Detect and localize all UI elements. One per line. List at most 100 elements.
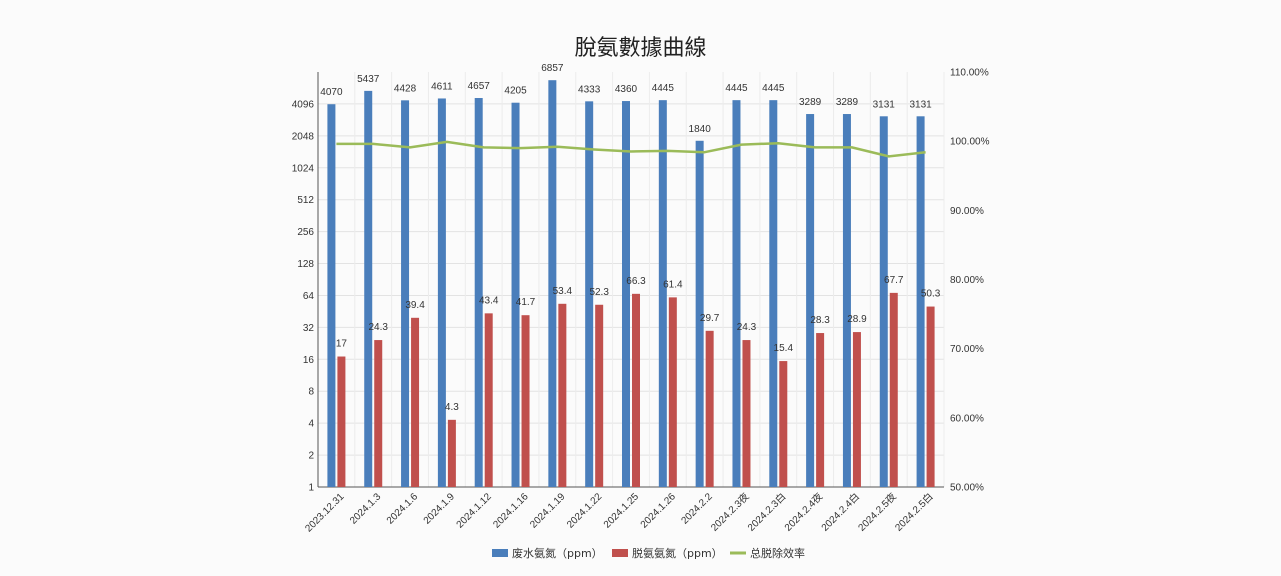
- x-tick-label: 2024.2.4白: [818, 490, 862, 534]
- bar-series-1: [401, 100, 410, 487]
- x-tick-label: 2024.1.9: [422, 491, 458, 527]
- data-label-series-1: 4445: [725, 83, 748, 94]
- data-label-series-2: 67.7: [884, 275, 904, 286]
- data-label-series-1: 4445: [652, 83, 675, 94]
- data-label-series-1: 4360: [615, 84, 638, 95]
- data-label-series-2: 29.7: [700, 313, 720, 324]
- bar-series-2: [411, 317, 420, 487]
- data-label-series-1: 4445: [762, 83, 785, 94]
- y-right-tick-label: 100.00%: [950, 137, 990, 148]
- data-label-series-2: 66.3: [626, 276, 646, 287]
- data-label-series-1: 4070: [320, 87, 343, 98]
- data-label-series-1: 3131: [909, 99, 932, 110]
- x-tick-label: 2024.1.6: [385, 491, 421, 527]
- y-right-tick-label: 70.00%: [950, 344, 984, 355]
- bar-series-2: [521, 315, 530, 487]
- bar-series-2: [374, 340, 383, 487]
- y-left-tick-label: 4096: [292, 99, 315, 110]
- x-tick-label: 2024.2.2: [679, 491, 715, 527]
- bar-series-1: [879, 116, 888, 488]
- bar-series-1: [658, 100, 667, 487]
- x-tick-label: 2024.2.5夜: [855, 490, 899, 534]
- bar-series-1: [548, 80, 557, 487]
- y-right-tick-label: 90.00%: [950, 206, 984, 217]
- data-label-series-2: 61.4: [663, 279, 683, 290]
- bar-series-2: [742, 340, 751, 487]
- bar-series-1: [842, 114, 851, 487]
- bar-series-2: [926, 306, 935, 487]
- data-label-series-2: 24.3: [369, 322, 389, 333]
- bar-series-2: [779, 361, 788, 487]
- bar-series-1: [585, 101, 594, 487]
- bar-series-1: [806, 114, 815, 487]
- x-tick-label: 2024.1.26: [639, 491, 679, 531]
- bar-series-1: [622, 101, 630, 487]
- bar-series-2: [447, 419, 456, 487]
- data-label-series-2: 28.9: [847, 314, 867, 325]
- bar-series-1: [364, 90, 373, 488]
- data-label-series-1: 3289: [836, 97, 859, 108]
- x-tick-label: 2024.2.4夜: [781, 490, 825, 534]
- data-label-series-2: 17: [336, 339, 348, 350]
- bar-series-2: [816, 333, 825, 487]
- x-tick-label: 2024.2.3白: [745, 490, 789, 534]
- y-left-tick-label: 8: [308, 387, 314, 398]
- data-label-series-2: 52.3: [589, 287, 609, 298]
- data-label-series-1: 4657: [468, 81, 491, 92]
- bar-series-2: [632, 293, 640, 487]
- bar-series-2: [852, 332, 861, 487]
- data-label-series-2: 15.4: [774, 343, 794, 354]
- x-tick-label: 2024.2.3夜: [708, 490, 752, 534]
- legend-item-series-3: 总脱除效率: [750, 546, 805, 560]
- y-left-tick-label: 4: [308, 419, 314, 430]
- legend-swatch: [492, 549, 508, 557]
- data-label-series-2: 24.3: [737, 322, 757, 333]
- bar-series-1: [695, 140, 704, 488]
- x-tick-label: 2024.1.16: [491, 491, 531, 531]
- data-label-series-2: 43.4: [479, 295, 499, 306]
- y-right-tick-label: 110.00%: [950, 68, 989, 79]
- y-left-tick-label: 512: [297, 195, 314, 206]
- bar-series-1: [437, 98, 446, 488]
- y-left-tick-label: 1: [308, 483, 314, 494]
- bar-series-2: [595, 304, 604, 487]
- y-left-tick-label: 256: [297, 227, 314, 238]
- data-label-series-1: 1840: [689, 124, 712, 135]
- bar-series-2: [668, 297, 677, 487]
- data-label-series-2: 50.3: [921, 289, 941, 300]
- data-label-series-1: 4205: [504, 86, 527, 97]
- data-label-series-2: 28.3: [810, 315, 830, 326]
- bar-series-2: [705, 330, 714, 487]
- data-label-series-1: 4611: [431, 81, 453, 92]
- x-tick-label: 2024.1.22: [565, 491, 605, 531]
- data-label-series-1: 4333: [578, 84, 601, 95]
- data-label-series-2: 53.4: [553, 286, 573, 297]
- legend-swatch: [612, 549, 628, 557]
- y-left-tick-label: 32: [303, 323, 315, 334]
- data-label-series-1: 3289: [799, 97, 822, 108]
- line-series-3: [336, 140, 926, 158]
- data-label-series-2: 41.7: [516, 297, 536, 308]
- data-label-series-1: 5437: [357, 74, 380, 85]
- y-left-tick-label: 64: [303, 291, 315, 302]
- x-tick-label: 2023.12.31: [303, 491, 346, 534]
- data-label-series-1: 4428: [394, 83, 417, 94]
- x-tick-label: 2024.1.3: [348, 491, 384, 527]
- y-left-tick-label: 2048: [292, 131, 315, 142]
- bar-series-1: [511, 102, 520, 488]
- data-label-series-1: 3131: [873, 99, 896, 110]
- bar-series-1: [732, 100, 741, 487]
- y-right-tick-label: 80.00%: [950, 275, 984, 286]
- x-tick-label: 2024.1.12: [455, 491, 495, 531]
- y-left-tick-label: 128: [297, 259, 314, 270]
- legend-item-series-2: 脱氨氨氮（ppm）: [632, 546, 723, 560]
- data-label-series-2: 4.3: [445, 402, 459, 413]
- y-left-tick-label: 1024: [292, 163, 315, 174]
- bar-series-2: [484, 313, 493, 487]
- bar-series-2: [337, 356, 346, 487]
- x-tick-label: 2024.1.25: [602, 491, 642, 531]
- y-left-tick-label: 16: [303, 355, 315, 366]
- bar-series-2: [558, 303, 567, 487]
